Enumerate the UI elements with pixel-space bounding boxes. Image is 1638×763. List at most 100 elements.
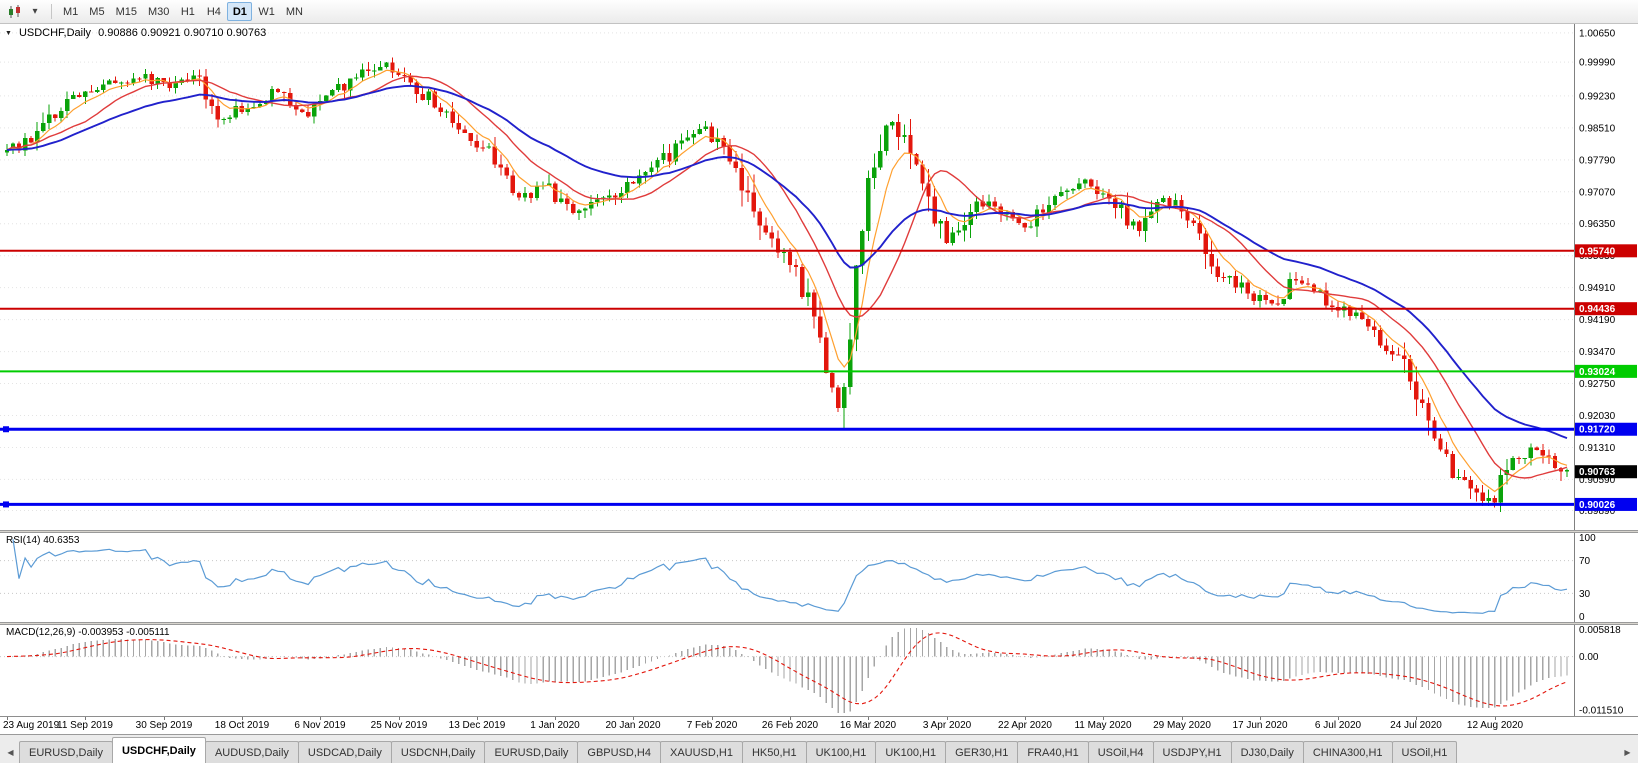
timeframe-button-m5[interactable]: M5 bbox=[89, 5, 105, 18]
chart-type-dropdown-caret-icon[interactable]: ▾ bbox=[32, 6, 38, 17]
symbol-tab-dj30-daily[interactable]: DJ30,Daily bbox=[1230, 741, 1304, 763]
price-axis-labels: 1.00650 0.99990 0.99230 0.98510 0.97790 0.970… bbox=[1579, 28, 1616, 517]
symbol-tab-uk100-h1[interactable]: UK100,H1 bbox=[875, 741, 947, 763]
ma-fast-line bbox=[6, 69, 1568, 493]
date-axis: 23 Aug 2019 11 Sep 2019 30 Sep 2019 18 Oct … bbox=[0, 716, 1638, 734]
macd-signal-line bbox=[6, 632, 1568, 707]
symbol-tab-usdcad-daily[interactable]: USDCAD,Daily bbox=[297, 741, 392, 763]
symbol-tab-eurusd-daily[interactable]: EURUSD,Daily bbox=[19, 741, 113, 763]
symbol-tab-uk100-h1[interactable]: UK100,H1 bbox=[805, 741, 877, 763]
timeframe-button-mn[interactable]: MN bbox=[285, 5, 303, 18]
timeframe-button-h1[interactable]: H1 bbox=[180, 5, 195, 18]
svg-text:0.94436: 0.94436 bbox=[1579, 304, 1616, 315]
date-axis-label: 18 Oct 2019 bbox=[214, 720, 270, 731]
date-axis-tick bbox=[85, 717, 86, 720]
svg-text:0.93024: 0.93024 bbox=[1579, 367, 1616, 378]
date-axis-tick bbox=[242, 717, 243, 720]
panel-splitter[interactable] bbox=[0, 622, 1638, 625]
date-axis-tick bbox=[320, 717, 321, 720]
date-axis-tick bbox=[712, 717, 713, 720]
date-axis-tick bbox=[477, 717, 478, 720]
macd-axis-label: -0.011510 bbox=[1579, 706, 1624, 716]
svg-text:0.92750: 0.92750 bbox=[1579, 379, 1616, 390]
rsi-label: RSI(14) 40.6353 bbox=[6, 535, 80, 546]
svg-text:0.97790: 0.97790 bbox=[1579, 155, 1616, 166]
symbol-tab-usoil-h4[interactable]: USOil,H4 bbox=[1087, 741, 1154, 763]
price-tags: 0.95740 0.94436 0.93024 0.91720 0.90026 0.907… bbox=[1575, 244, 1637, 511]
date-axis-label: 30 Sep 2019 bbox=[135, 720, 193, 731]
date-axis-tick bbox=[1495, 717, 1496, 720]
svg-text:0.99230: 0.99230 bbox=[1579, 91, 1616, 102]
date-axis-tick bbox=[633, 717, 634, 720]
svg-text:0.98510: 0.98510 bbox=[1579, 123, 1616, 134]
symbol-tab-eurusd-daily[interactable]: EURUSD,Daily bbox=[484, 741, 579, 763]
toolbar: ▾ M1 M5 M15 M30 H1 H4 D1 W1 MN bbox=[0, 0, 1638, 24]
macd-axis-label: 0.00 bbox=[1579, 652, 1599, 663]
tab-scroll-left-icon[interactable]: ◀ bbox=[7, 747, 14, 757]
date-axis-label: 1 Jan 2020 bbox=[530, 720, 580, 731]
timeframe-button-m30[interactable]: M30 bbox=[147, 5, 170, 18]
date-axis-label: 13 Dec 2019 bbox=[448, 720, 506, 731]
ma-slow-line bbox=[6, 84, 1568, 439]
date-axis-tick bbox=[1025, 717, 1026, 720]
date-axis-label: 17 Jun 2020 bbox=[1232, 720, 1288, 731]
date-axis-tick bbox=[1338, 717, 1339, 720]
symbol-tab-gbpusd-h4[interactable]: GBPUSD,H4 bbox=[577, 741, 661, 763]
symbol-tab-usdjpy-h1[interactable]: USDJPY,H1 bbox=[1152, 741, 1232, 763]
date-axis-label: 20 Jan 2020 bbox=[605, 720, 661, 731]
svg-text:0.94910: 0.94910 bbox=[1579, 283, 1616, 294]
chart-type-icon[interactable] bbox=[5, 2, 25, 21]
symbol-tab-usdchf-daily[interactable]: USDCHF,Daily bbox=[111, 737, 206, 763]
symbol-tab-xauusd-h1[interactable]: XAUUSD,H1 bbox=[659, 741, 743, 763]
symbol-tab-usoil-h1[interactable]: USOil,H1 bbox=[1391, 741, 1458, 763]
date-axis-tick bbox=[868, 717, 869, 720]
timeframe-button-h4[interactable]: H4 bbox=[206, 5, 221, 18]
hline-handle[interactable] bbox=[3, 501, 9, 508]
date-axis-label: 24 Jul 2020 bbox=[1390, 720, 1442, 731]
chart-ohlc-values: 0.90886 0.90921 0.90710 0.90763 bbox=[98, 27, 267, 39]
rsi-canvas[interactable]: 100 70 30 0 bbox=[0, 533, 1638, 622]
tab-scroll-right-icon[interactable]: ▶ bbox=[1624, 747, 1631, 757]
date-axis-label: 3 Apr 2020 bbox=[922, 720, 972, 731]
date-axis-label: 25 Nov 2019 bbox=[370, 720, 428, 731]
rsi-axis-label: 30 bbox=[1579, 589, 1591, 600]
timeframe-button-group: M1 M5 M15 M30 H1 H4 D1 W1 MN bbox=[58, 2, 308, 21]
svg-text:0.92030: 0.92030 bbox=[1579, 411, 1616, 422]
symbol-tab-usdcnh-daily[interactable]: USDCNH,Daily bbox=[390, 741, 486, 763]
svg-text:0.95740: 0.95740 bbox=[1579, 246, 1616, 257]
symbol-tab-china300-h1[interactable]: CHINA300,H1 bbox=[1302, 741, 1393, 763]
symbol-tab-fra40-h1[interactable]: FRA40,H1 bbox=[1017, 741, 1089, 763]
svg-text:0.91720: 0.91720 bbox=[1579, 425, 1616, 436]
date-axis-label: 16 Mar 2020 bbox=[839, 720, 897, 731]
symbol-tab-ger30-h1[interactable]: GER30,H1 bbox=[945, 741, 1019, 763]
timeframe-button-m15[interactable]: M15 bbox=[115, 5, 137, 18]
chart-symbol-period: USDCHF,Daily bbox=[18, 27, 92, 39]
date-axis-tick bbox=[1260, 717, 1261, 720]
chart-title: ▼ USDCHF,Daily 0.90886 0.90921 0.90710 0… bbox=[5, 27, 266, 39]
tabs-container: EURUSD,Daily USDCHF,Daily AUDUSD,Daily USDC… bbox=[19, 735, 1619, 763]
date-axis-label: 11 Sep 2019 bbox=[57, 720, 113, 731]
date-axis-label: 7 Feb 2020 bbox=[686, 720, 738, 731]
timeframe-button-m1[interactable]: M1 bbox=[63, 5, 79, 18]
symbol-tab-hk50-h1[interactable]: HK50,H1 bbox=[741, 741, 807, 763]
timeframe-button-w1[interactable]: W1 bbox=[258, 5, 275, 18]
ma-medium-line bbox=[6, 75, 1568, 479]
svg-text:0.90026: 0.90026 bbox=[1579, 500, 1616, 511]
timeframe-button-d1[interactable]: D1 bbox=[227, 2, 253, 21]
macd-canvas[interactable]: 0.005818 0.00 -0.011510 bbox=[0, 625, 1638, 716]
collapse-chart-icon[interactable]: ▼ bbox=[5, 29, 12, 37]
panel-splitter[interactable] bbox=[0, 530, 1638, 533]
symbol-tab-audusd-daily[interactable]: AUDUSD,Daily bbox=[204, 741, 299, 763]
svg-text:0.94190: 0.94190 bbox=[1579, 315, 1616, 326]
svg-text:0.99990: 0.99990 bbox=[1579, 58, 1616, 69]
date-axis-label: 22 Apr 2020 bbox=[998, 720, 1052, 731]
rsi-panel: 100 70 30 0 RSI(14) 40.6353 bbox=[0, 533, 1638, 622]
main-chart-canvas[interactable]: 1.00650 0.99990 0.99230 0.98510 0.97790 0.970… bbox=[0, 24, 1638, 530]
svg-text:0.97070: 0.97070 bbox=[1579, 187, 1616, 198]
date-axis-label: 29 May 2020 bbox=[1153, 720, 1211, 731]
date-axis-tick bbox=[1416, 717, 1417, 720]
date-axis-label: 11 May 2020 bbox=[1074, 720, 1132, 731]
svg-text:0.91310: 0.91310 bbox=[1579, 443, 1616, 454]
macd-histogram bbox=[12, 627, 1568, 714]
hline-handle[interactable] bbox=[3, 426, 9, 433]
